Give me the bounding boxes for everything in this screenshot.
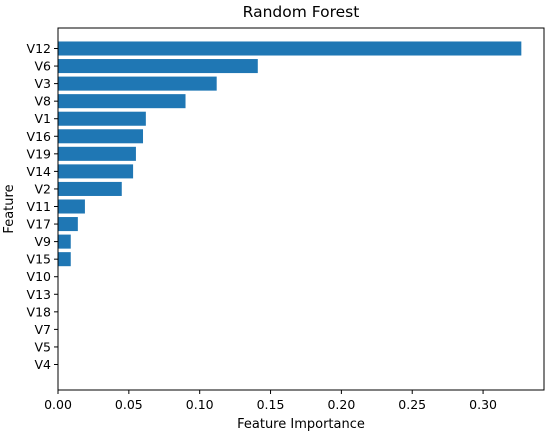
x-tick-label: 0.05 (115, 397, 143, 412)
y-tick-label-v5: V5 (34, 339, 51, 354)
x-tick-label: 0.15 (257, 397, 285, 412)
y-tick-label-v2: V2 (34, 181, 51, 196)
y-tick-label-v14: V14 (27, 164, 52, 179)
bar-v6 (58, 59, 258, 74)
y-tick-label-v6: V6 (34, 59, 51, 74)
y-tick-label-v13: V13 (27, 287, 51, 302)
y-tick-label-v1: V1 (34, 111, 51, 126)
bar-v3 (58, 76, 217, 91)
y-tick-label-v4: V4 (34, 357, 51, 372)
x-tick-label: 0.30 (469, 397, 497, 412)
x-tick-label: 0.20 (327, 397, 355, 412)
bar-v12 (58, 41, 522, 56)
bar-v16 (58, 129, 144, 144)
bar-v14 (58, 164, 134, 179)
y-tick-label-v12: V12 (27, 41, 51, 56)
x-axis-title: Feature Importance (237, 417, 365, 432)
y-tick-label-v17: V17 (27, 217, 51, 232)
x-tick-label: 0.10 (186, 397, 214, 412)
y-tick-label-v18: V18 (27, 304, 52, 319)
chart-title: Random Forest (243, 3, 360, 21)
x-axis-ticks: 0.00 0.05 0.10 0.15 0.20 0.25 0.30 (44, 390, 497, 412)
y-axis-ticks: V12 V6 V3 V8 V1 V16 V19 V14 V2 V11 V17 V9 V15 V10 V13 V… (27, 41, 58, 372)
y-tick-label-v15: V15 (27, 252, 51, 267)
y-tick-label-v19: V19 (27, 146, 52, 161)
bar-v11 (58, 199, 85, 214)
y-tick-label-v10: V10 (27, 269, 52, 284)
bar-v17 (58, 217, 78, 232)
y-tick-label-v3: V3 (34, 76, 51, 91)
plot-frame (57, 27, 545, 391)
bar-v2 (58, 181, 122, 196)
bar-v19 (58, 146, 136, 161)
y-tick-label-v8: V8 (34, 94, 51, 109)
bars-group (58, 41, 522, 267)
y-tick-label-v11: V11 (27, 199, 51, 214)
y-tick-label-v9: V9 (34, 234, 51, 249)
bar-v9 (58, 234, 71, 249)
bar-v15 (58, 252, 71, 267)
y-axis-title: Feature (2, 184, 17, 233)
y-tick-label-v7: V7 (34, 322, 51, 337)
x-tick-label: 0.00 (44, 397, 72, 412)
y-tick-label-v16: V16 (27, 129, 52, 144)
bar-v8 (58, 94, 186, 109)
bar-v1 (58, 111, 146, 126)
x-tick-label: 0.25 (398, 397, 426, 412)
